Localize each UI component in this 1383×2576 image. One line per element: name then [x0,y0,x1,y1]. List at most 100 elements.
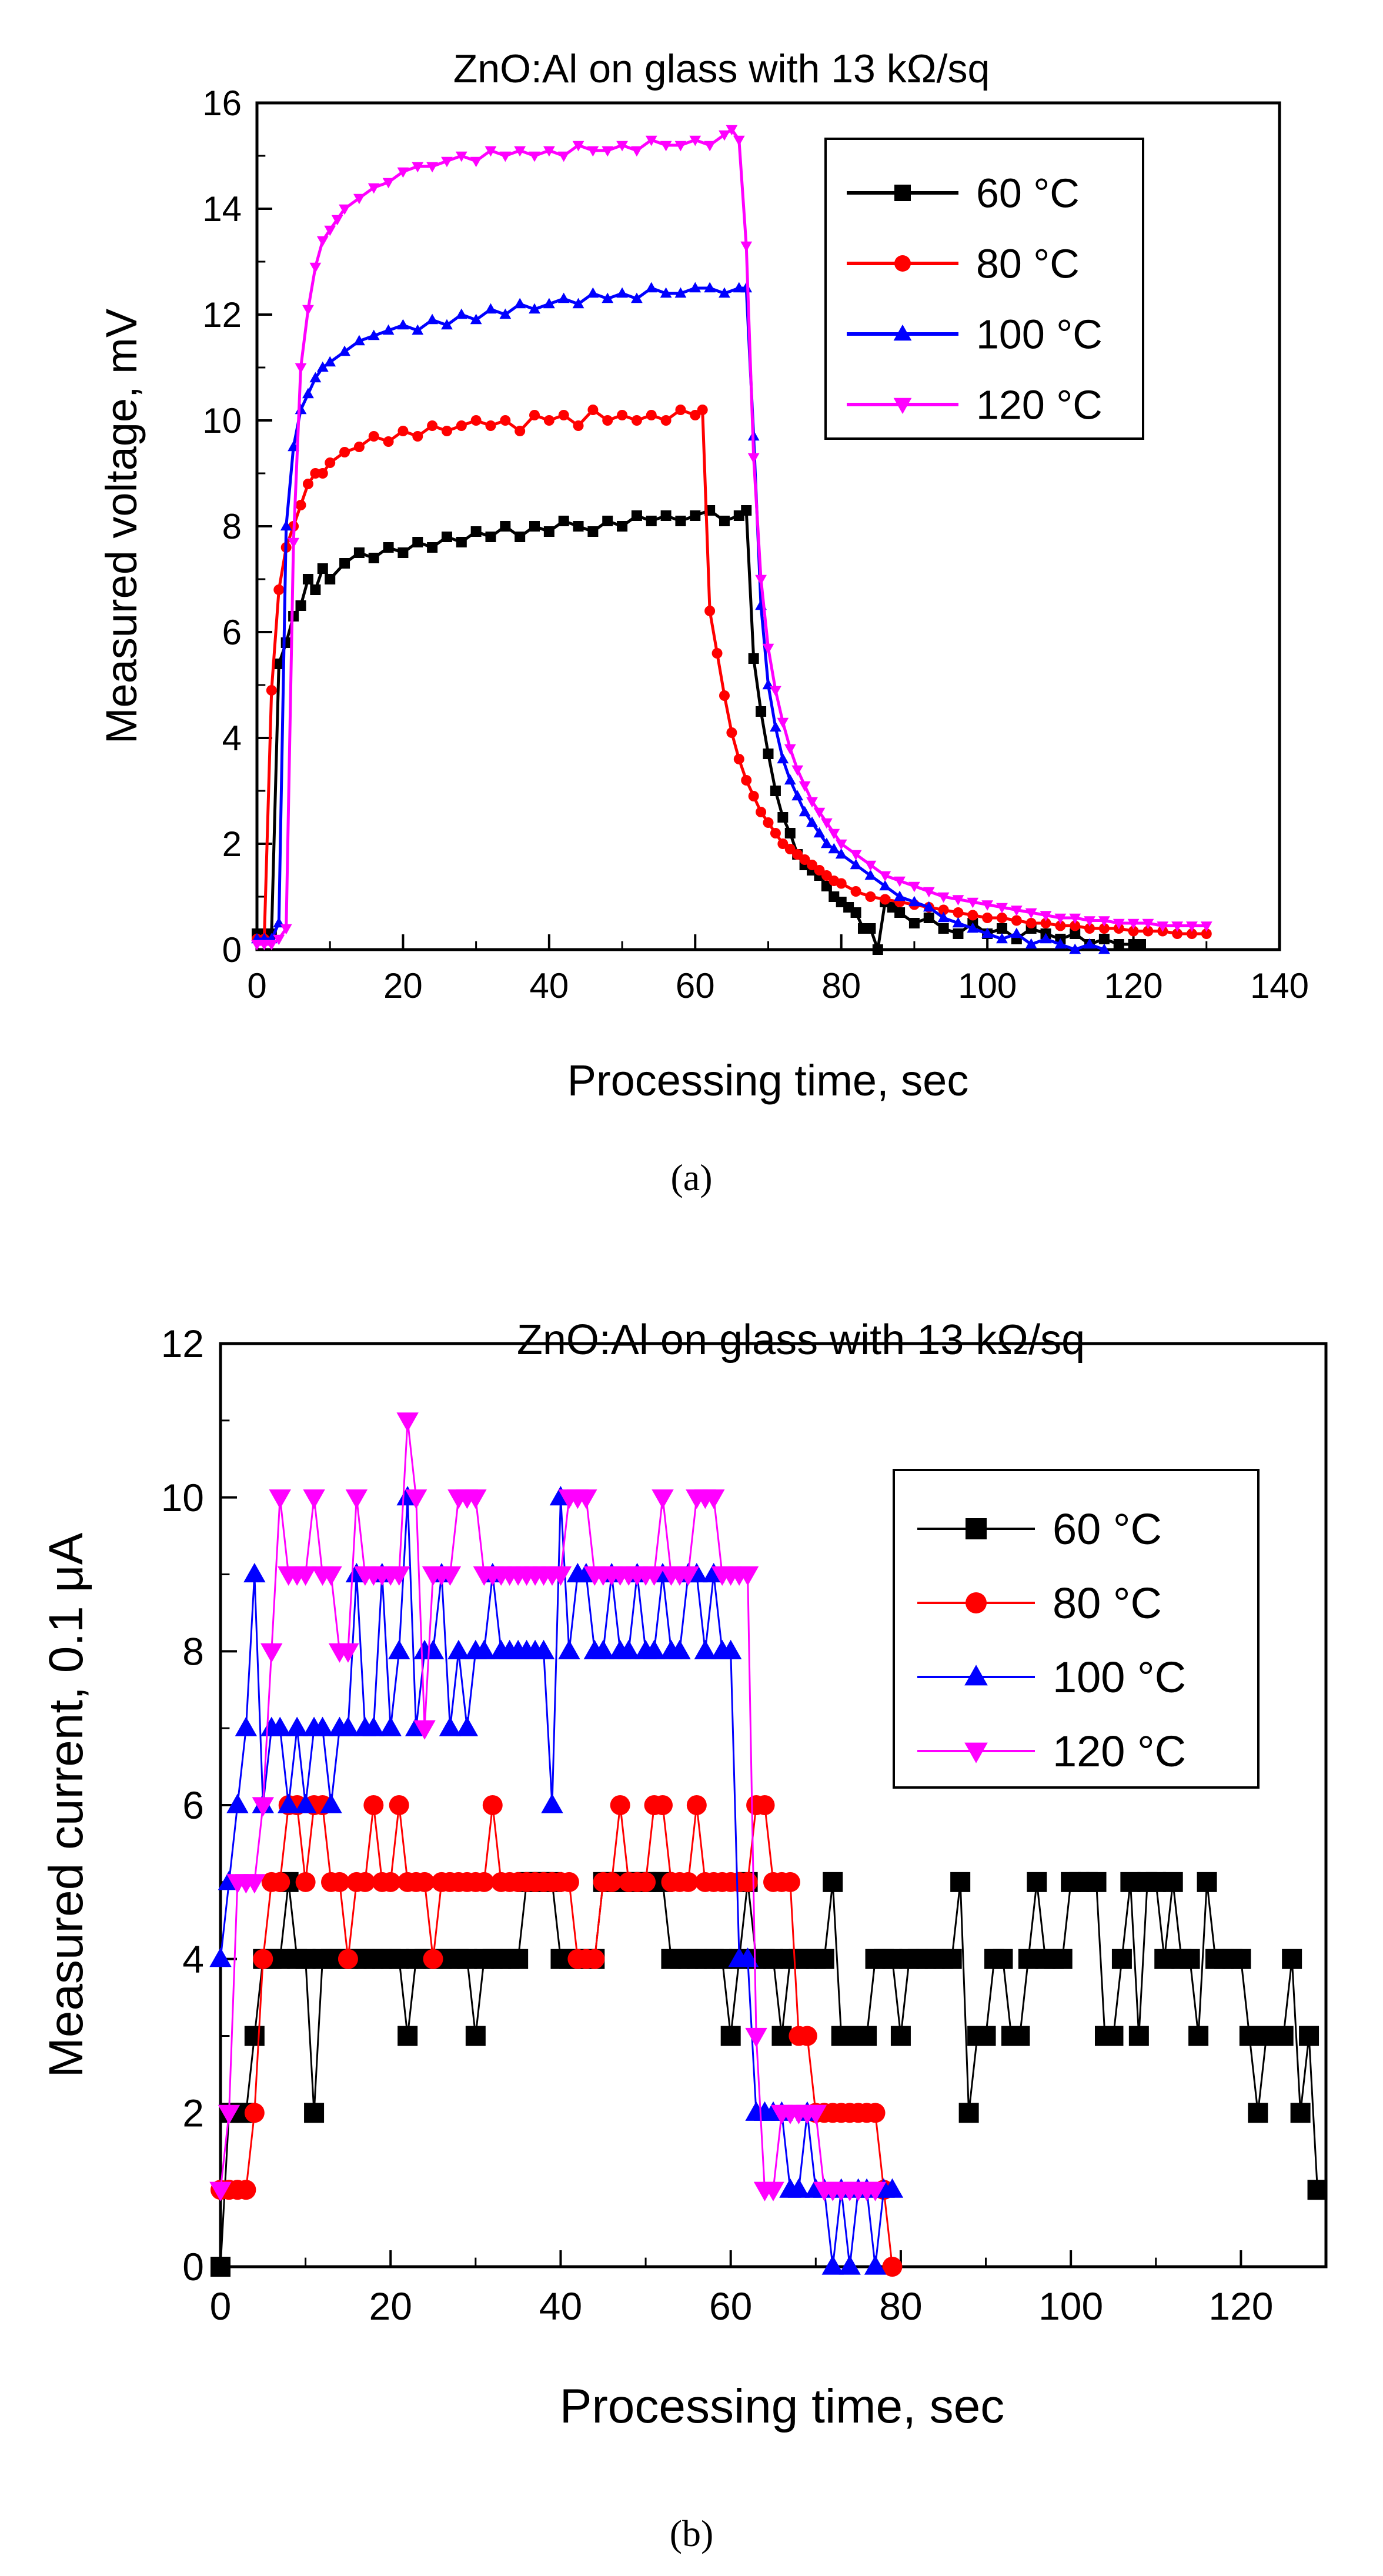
panel-b-data-point [1154,1949,1175,1969]
panel-a-xtick-label: 60 [676,966,715,1005]
panel-b-data-point [1188,2026,1209,2046]
panel-a-data-point [1025,908,1037,919]
panel-a-data-point [799,806,811,817]
panel-a-data-point [777,812,789,823]
panel-a-data-point [719,690,730,701]
panel-a-ytick-label: 14 [202,189,242,229]
panel-b-data-point [652,1489,674,1509]
panel-a-data-point [1113,918,1125,930]
panel-a-data-point [828,843,840,854]
panel-a-data-point [310,468,321,479]
panel-b-title: ZnO:Al on glass with 13 kΩ/sq [517,1317,1085,1364]
panel-a-data-point [325,574,336,584]
panel-a-data-point [1010,906,1023,916]
panel-a-data-point [383,436,394,447]
panel-b-data-point [737,1872,758,1892]
panel-a-series-0 [252,505,1146,955]
panel-a-legend-entries: 60 °C 80 °C 100 °C 120 °C [847,171,1103,428]
panel-b-data-point [337,1643,359,1663]
panel-a-data-point [770,686,781,697]
panel-b-ylabel: Measured current, 0.1 μA [39,1532,93,2077]
panel-a-data-point [660,510,672,521]
panel-b-data-point [1103,2026,1124,2046]
panel-a-xtick-label: 120 [1104,966,1163,1005]
panel-a-data-point [499,151,512,162]
panel-a-data-point [908,896,920,907]
panel-b-data-point [610,1795,630,1815]
panel-a-data-point [770,786,781,796]
panel-a-data-point [675,516,686,526]
panel-a-data-point [660,141,672,152]
panel-b-data-point [235,1716,258,1736]
panel-a-data-point [733,282,745,293]
panel-b-series [209,1412,1328,2277]
panel-a-data-point [763,749,774,759]
panel-a-data-point [1143,926,1154,937]
panel-b-data-point [379,1716,402,1736]
panel-b-data-point [244,2026,265,2046]
panel-a-data-point [821,870,832,881]
panel-b-data-point [780,1872,800,1892]
panel-a-data-point [981,927,994,938]
panel-a-data-point [675,405,686,415]
panel-a-data-point [704,282,716,293]
panel-b-data-point [389,1795,409,1815]
panel-a-data-point [515,532,526,542]
panel-a-xtick-label: 0 [247,966,266,1005]
panel-a-data-point [814,865,825,876]
panel-a-data-point [791,790,804,801]
panel-a-data-point [485,146,497,157]
panel-a-data-point [938,923,949,934]
panel-a-data-point [295,600,306,611]
panel-b-legend-entries: 60 °C 80 °C 100 °C 120 °C [917,1505,1186,1776]
panel-a-data-point [514,298,526,309]
panel-a-data-point [674,287,687,298]
panel-b-data-point [236,2180,256,2200]
panel-b-data-point [771,2026,792,2046]
panel-a-data-point [485,532,496,542]
panel-a-data-point [587,146,599,157]
panel-a-data-point [309,372,322,383]
panel-b-data-point [465,2026,486,2046]
panel-a-ylabel: Measured voltage, mV [97,308,146,744]
panel-b-data-point [694,1639,717,1659]
panel-a-data-point [646,516,657,526]
panel-b-legend-label: 120 °C [1053,1727,1186,1776]
panel-b-data-point [617,1639,640,1659]
panel-a-data-point [726,125,738,136]
panel-a-data-point [719,516,730,526]
panel-a-data-point [427,420,438,431]
panel-a-data-point [784,844,796,854]
panel-b-ytick-label: 6 [182,1783,204,1827]
panel-a-data-point [587,287,599,298]
panel-a-data-point [1186,928,1197,939]
panel-b-data-point [1018,1949,1038,1969]
panel-a-data-point [529,410,540,420]
panel-a-data-point [631,415,642,426]
panel-a-data-point [543,298,555,309]
panel-a-data-point [1010,927,1023,938]
panel-b-data-point [558,1639,580,1659]
panel-a-data-point [572,298,584,309]
panel-a-data-point [689,282,701,293]
panel-a-data-point [996,933,1008,944]
panel-b-data-point [686,1795,707,1815]
panel-a-data-point [616,141,628,152]
panel-b-data-point [712,1949,733,1969]
panel-a-data-point [631,510,642,521]
panel-a-data-point [324,356,336,367]
panel-a-data-point [756,807,767,817]
panel-b-data-point [447,1639,470,1659]
panel-a-data-point [558,516,569,526]
panel-b-data-point [882,1949,903,1969]
panel-a-data-point [894,890,906,901]
panel-a-data-point [543,146,555,157]
panel-a-data-point [265,940,278,951]
panel-b-data-point [387,1566,410,1586]
panel-a-data-point [996,913,1007,923]
panel-a-xtick-label: 100 [958,966,1017,1005]
panel-b-data-point [362,1716,385,1736]
panel-a-ytick-label: 16 [202,83,242,123]
panel-a-data-point [543,415,554,426]
panel-b-data-point [814,1949,834,1969]
